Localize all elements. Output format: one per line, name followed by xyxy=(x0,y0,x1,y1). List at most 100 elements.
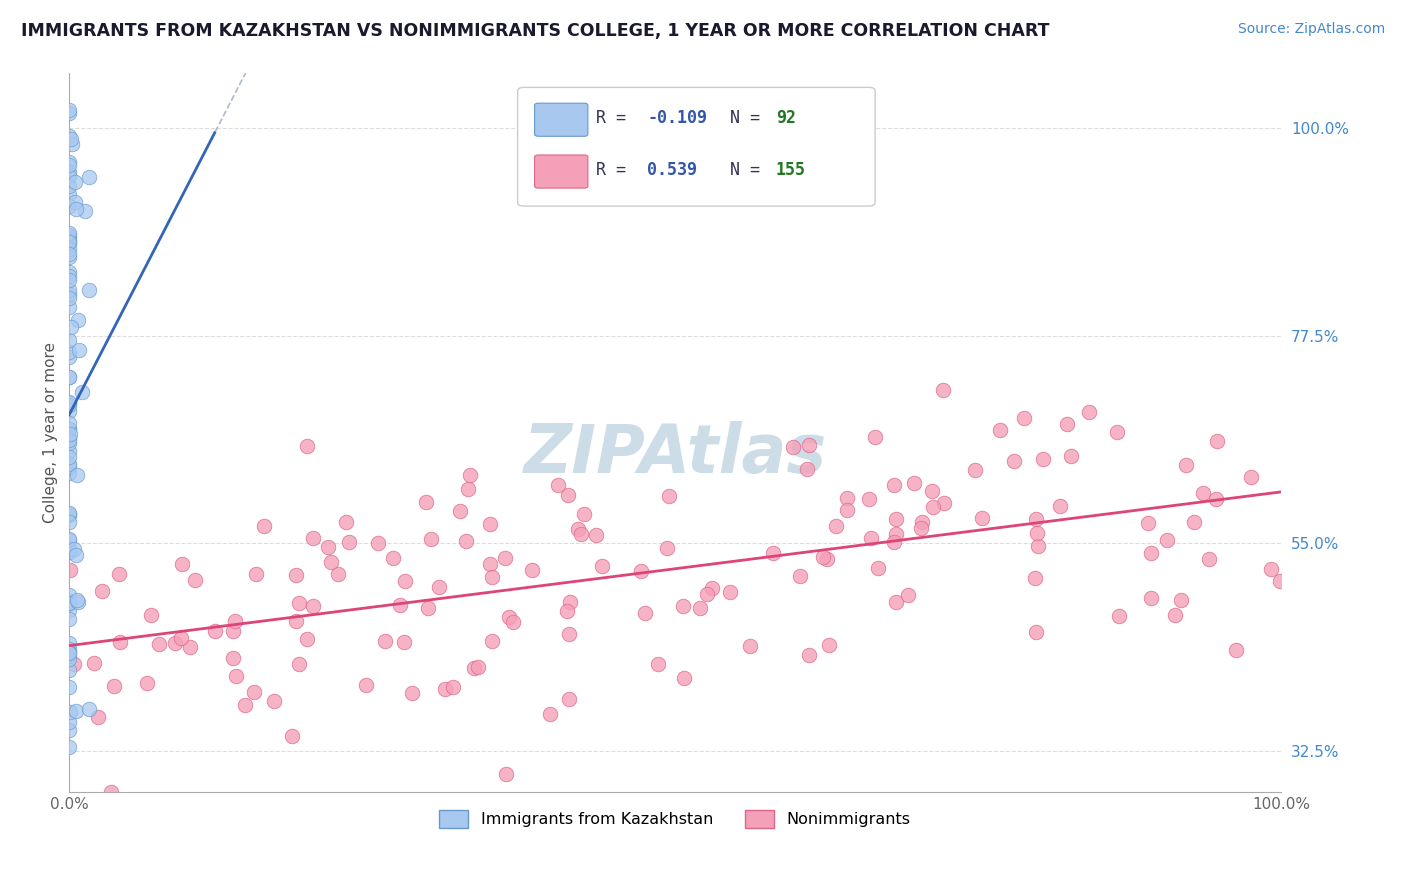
Point xyxy=(58,350,80,364)
Point xyxy=(910,521,932,535)
FancyBboxPatch shape xyxy=(534,103,588,136)
Point xyxy=(58,395,80,409)
Point xyxy=(1025,625,1047,640)
Point xyxy=(634,606,657,620)
Point xyxy=(463,661,485,675)
Point xyxy=(65,704,87,718)
Point xyxy=(58,646,80,660)
Point xyxy=(700,581,723,595)
Point xyxy=(467,660,489,674)
Point xyxy=(574,507,596,521)
Point xyxy=(1012,410,1035,425)
Point xyxy=(815,552,838,566)
Point xyxy=(58,273,80,287)
Point xyxy=(392,635,415,649)
Point xyxy=(59,563,82,577)
Text: R =: R = xyxy=(596,161,637,179)
Point xyxy=(883,478,905,492)
Point xyxy=(886,511,908,525)
Y-axis label: College, 1 year or more: College, 1 year or more xyxy=(44,343,58,523)
Point xyxy=(673,671,696,685)
Point xyxy=(1024,571,1046,585)
Text: Source: ZipAtlas.com: Source: ZipAtlas.com xyxy=(1237,22,1385,37)
Point xyxy=(1205,434,1227,449)
Point xyxy=(58,403,80,417)
Point xyxy=(58,242,80,256)
Point xyxy=(1182,515,1205,529)
Point xyxy=(1028,539,1050,553)
Point xyxy=(796,462,818,476)
Point xyxy=(58,370,80,384)
Text: 0.539: 0.539 xyxy=(647,161,697,179)
Point xyxy=(337,535,360,549)
Point xyxy=(58,533,80,547)
Point xyxy=(1140,546,1163,560)
Point xyxy=(58,250,80,264)
Point xyxy=(79,170,101,185)
Point xyxy=(63,194,86,209)
Point xyxy=(58,680,80,694)
Point xyxy=(65,548,87,562)
Point xyxy=(58,545,80,559)
Point xyxy=(63,657,86,671)
Point xyxy=(58,715,80,730)
Point xyxy=(389,598,412,612)
Point xyxy=(58,594,80,608)
Point xyxy=(58,233,80,247)
Point xyxy=(1056,417,1078,431)
Point xyxy=(58,458,80,472)
Point xyxy=(100,785,122,799)
Point xyxy=(481,570,503,584)
Point xyxy=(58,235,80,250)
Point xyxy=(66,593,89,607)
Point xyxy=(58,155,80,169)
Point xyxy=(319,555,342,569)
Point xyxy=(354,678,377,692)
Point xyxy=(287,657,309,672)
Point xyxy=(58,265,80,279)
Point xyxy=(335,516,357,530)
Point xyxy=(108,567,131,582)
Point xyxy=(58,228,80,243)
Point xyxy=(1205,492,1227,507)
Point xyxy=(884,527,907,541)
Text: 155: 155 xyxy=(776,161,806,179)
Point xyxy=(58,466,80,480)
Point xyxy=(1170,593,1192,607)
Point xyxy=(58,229,80,244)
Point xyxy=(789,568,811,582)
Point xyxy=(63,542,86,557)
Point xyxy=(571,527,593,541)
Point xyxy=(818,638,841,652)
Point xyxy=(825,518,848,533)
Point xyxy=(58,450,80,464)
Point xyxy=(441,680,464,694)
Point xyxy=(58,334,80,348)
Point xyxy=(58,641,80,656)
Point xyxy=(1198,552,1220,566)
Point xyxy=(58,663,80,677)
Point xyxy=(58,106,80,120)
Point xyxy=(689,601,711,615)
Point xyxy=(225,668,247,682)
Point xyxy=(66,595,89,609)
Point xyxy=(1077,405,1099,419)
Point xyxy=(284,614,307,628)
Point xyxy=(58,740,80,755)
Point xyxy=(401,686,423,700)
Point xyxy=(302,599,325,613)
Point xyxy=(520,563,543,577)
Point xyxy=(70,384,93,399)
Point xyxy=(179,640,201,654)
Point xyxy=(921,483,943,498)
Point xyxy=(434,682,457,697)
Point xyxy=(59,427,82,442)
Point xyxy=(58,416,80,430)
Point xyxy=(58,596,80,610)
Point xyxy=(416,601,439,615)
Point xyxy=(457,482,479,496)
Text: 92: 92 xyxy=(776,110,796,128)
Point xyxy=(420,532,443,546)
Point xyxy=(367,535,389,549)
Point xyxy=(58,636,80,650)
